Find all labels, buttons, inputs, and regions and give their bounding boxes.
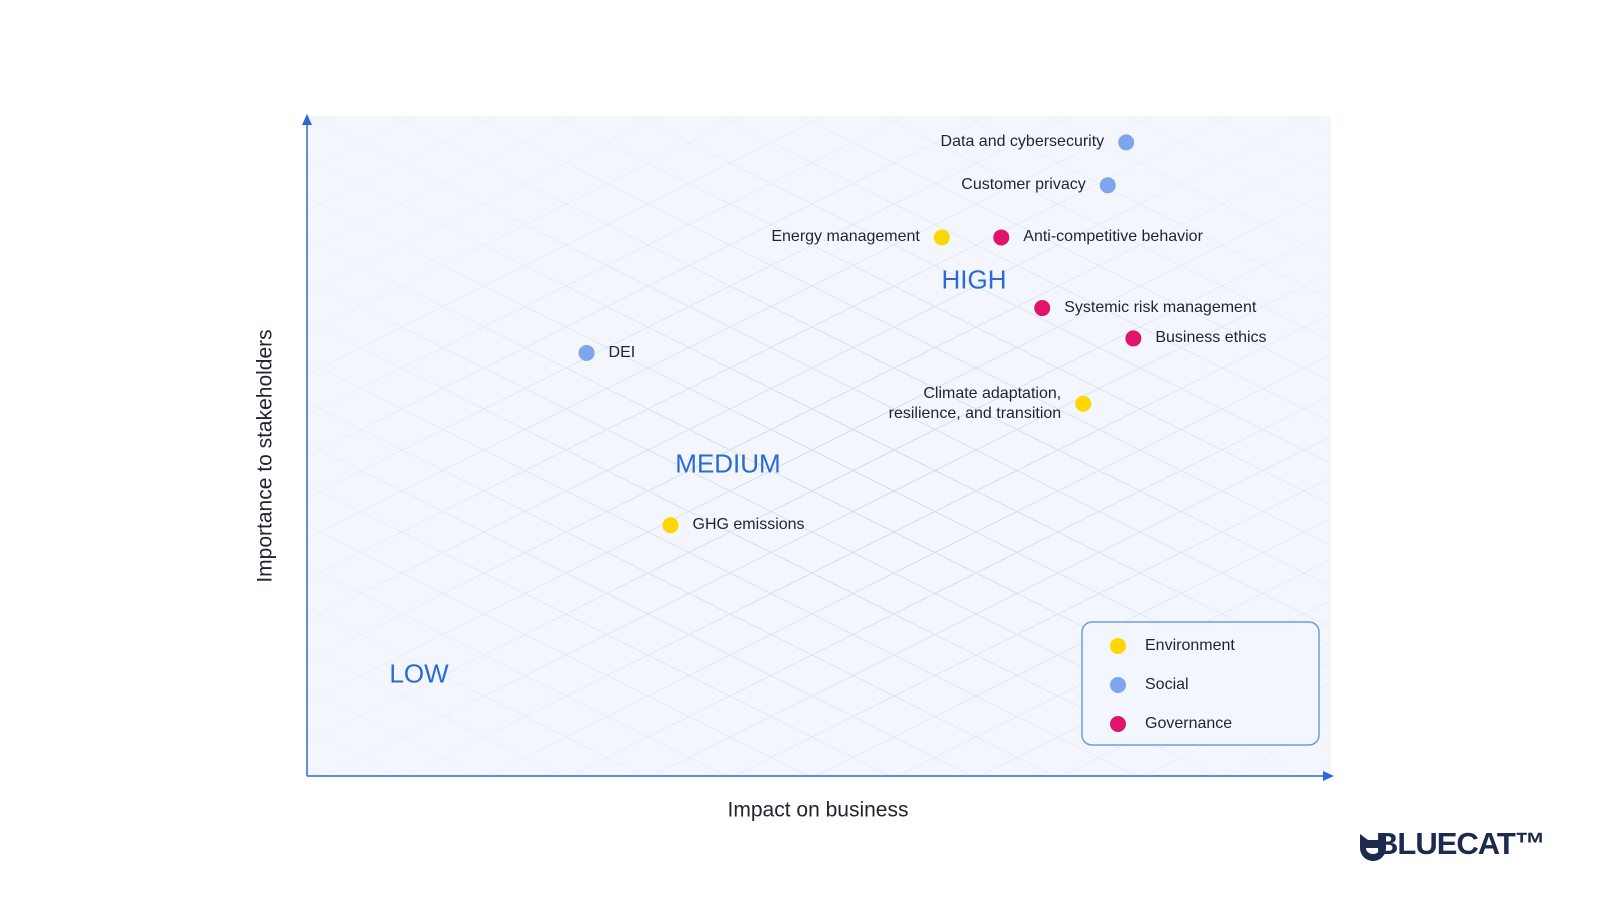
- grid-diagonal: [1470, 0, 1600, 900]
- grid-diagonal: [1127, 116, 1331, 218]
- grid-diagonal: [733, 477, 1331, 776]
- grid-diagonal: [307, 730, 399, 776]
- grid-diagonal: [1225, 723, 1331, 776]
- legend-swatch: [1110, 716, 1126, 732]
- grid-diagonal: [717, 116, 1331, 423]
- grid-diagonal: [1143, 682, 1331, 776]
- grid-diagonal: [1388, 0, 1600, 900]
- grid-diagonal: [307, 116, 825, 375]
- grid-diagonal: [307, 320, 1219, 776]
- point-label: Climate adaptation, resilience, and tran…: [888, 384, 1062, 422]
- grid-diagonal: [307, 443, 973, 776]
- grid-diagonal: [979, 600, 1331, 776]
- y-axis-arrow: [302, 114, 312, 125]
- grid-diagonal: [307, 279, 1301, 776]
- grid-diagonal: [389, 116, 1331, 587]
- grid-diagonal: [307, 116, 1331, 628]
- grid-diagonal: [881, 116, 1331, 341]
- grid-diagonal: [815, 518, 1331, 776]
- grid-diagonal: [1045, 116, 1331, 259]
- grid-diagonal: [471, 116, 1331, 546]
- grid-diagonal: [635, 116, 1331, 464]
- data-point: [1125, 330, 1142, 347]
- grid-diagonal: [307, 116, 497, 211]
- data-point: [933, 229, 950, 246]
- zone-label: MEDIUM: [675, 448, 781, 479]
- grid-diagonal: [307, 484, 891, 776]
- grid-diagonal: [1061, 641, 1331, 776]
- data-point: [1034, 300, 1051, 317]
- logo-icon: [1360, 834, 1386, 861]
- data-point: [662, 517, 679, 534]
- legend-label: Environment: [1145, 637, 1235, 654]
- zone-label: HIGH: [941, 264, 1007, 295]
- grid-diagonal: [1552, 0, 1600, 900]
- grid-diagonal: [307, 525, 809, 776]
- legend-label: Social: [1145, 676, 1189, 693]
- grid-diagonal: [1470, 0, 1600, 900]
- data-point: [1118, 134, 1135, 151]
- point-label: Customer privacy: [961, 176, 1086, 194]
- grid-diagonal: [1552, 0, 1600, 900]
- y-axis-label: Importance to stakeholders: [254, 329, 277, 582]
- x-axis-arrow: [1323, 771, 1334, 781]
- grid-diagonal: [307, 361, 1137, 776]
- grid-diagonal: [897, 559, 1331, 776]
- point-label: Anti-competitive behavior: [1023, 228, 1203, 246]
- point-label: Systemic risk management: [1064, 299, 1257, 317]
- grid-diagonal: [307, 116, 579, 252]
- x-axis-label: Impact on business: [728, 799, 909, 822]
- grid-diagonal: [1209, 116, 1331, 177]
- grid-diagonal: [553, 116, 1331, 505]
- point-label: Data and cybersecurity: [940, 133, 1105, 151]
- point-label: Energy management: [771, 228, 920, 246]
- data-point: [1099, 177, 1116, 194]
- grid-diagonal: [1306, 0, 1600, 900]
- grid-diagonal: [1306, 0, 1600, 900]
- grid-diagonal: [307, 116, 661, 293]
- point-label: Business ethics: [1155, 329, 1267, 347]
- data-point: [1075, 395, 1092, 412]
- legend-label: Governance: [1145, 715, 1233, 732]
- grid-diagonal: [307, 607, 645, 776]
- legend-swatch: [1110, 638, 1126, 654]
- grid-diagonal: [307, 116, 907, 416]
- grid-diagonal: [307, 402, 1055, 776]
- legend-box: [1081, 621, 1320, 746]
- grid-diagonal: [307, 116, 743, 334]
- data-point: [578, 344, 595, 361]
- data-point: [993, 229, 1010, 246]
- point-label: DEI: [608, 343, 636, 361]
- grid-diagonal: [307, 689, 481, 776]
- zone-label: LOW: [389, 658, 449, 689]
- grid-diagonal: [307, 648, 563, 776]
- legend-swatch: [1110, 677, 1126, 693]
- logo: BLUECAT™: [1376, 826, 1546, 861]
- grid-diagonal: [307, 116, 415, 170]
- point-label: GHG emissions: [692, 516, 805, 534]
- grid-diagonal: [799, 116, 1331, 382]
- grid-diagonal: [1388, 0, 1600, 900]
- grid-diagonal: [963, 116, 1331, 300]
- grid-diagonal: [307, 566, 727, 776]
